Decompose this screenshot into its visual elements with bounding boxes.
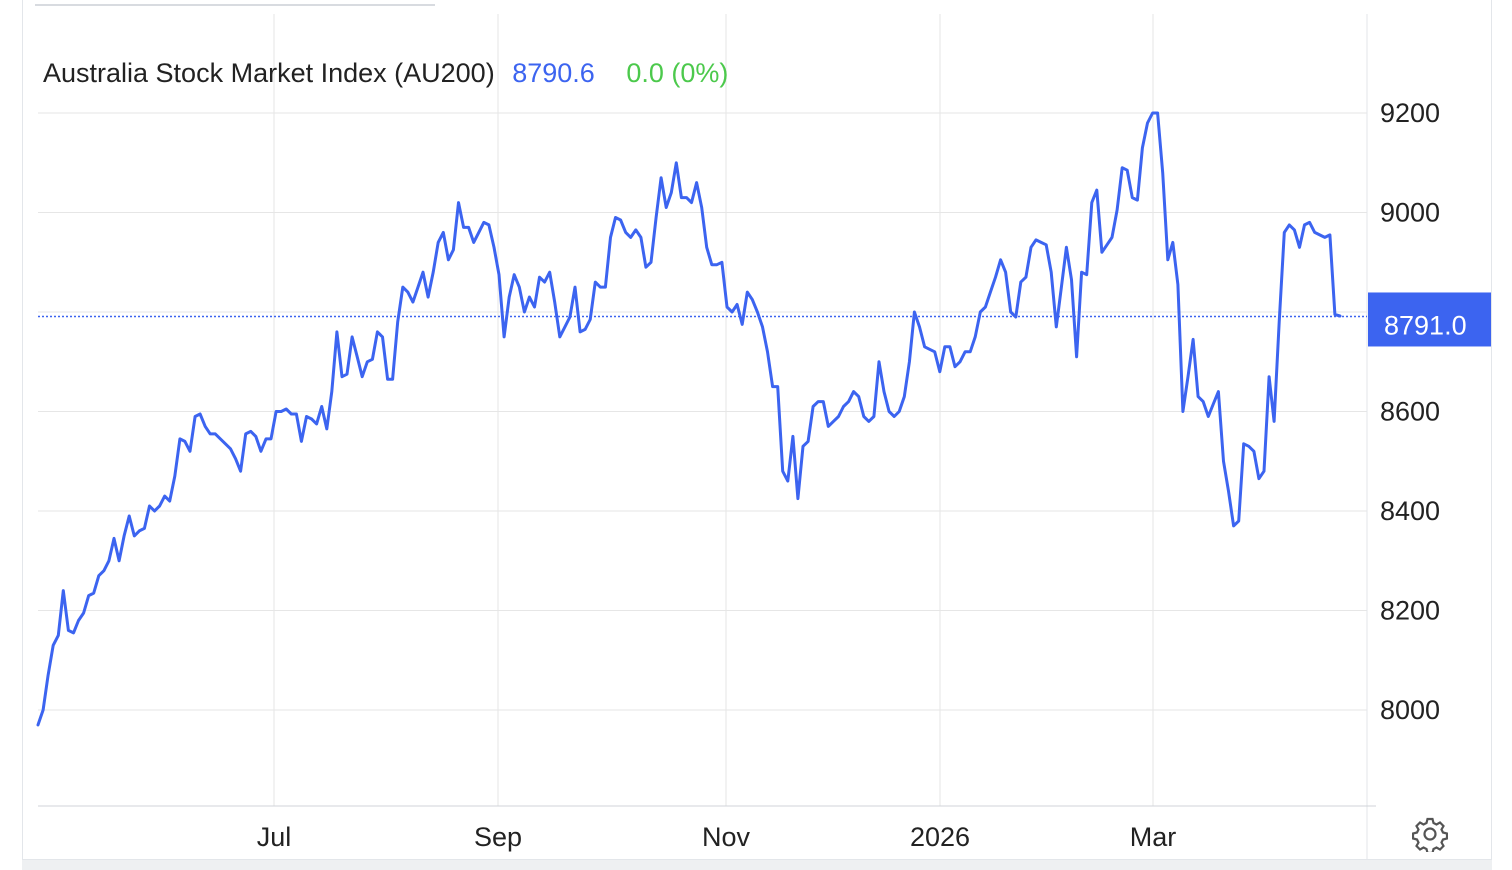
x-tick-label: Sep	[474, 822, 522, 852]
chart-frame	[22, 0, 1492, 860]
series-layer	[36, 111, 1367, 727]
change-value: 0.0 (0%)	[626, 58, 729, 88]
current-price-label: 8791.0	[1384, 310, 1467, 340]
x-tick-label: Jul	[257, 822, 292, 852]
current-price-box	[1368, 292, 1491, 347]
grid-layer	[38, 14, 1367, 806]
bottom-strip	[22, 860, 1492, 870]
chart-header: Australia Stock Market Index (AU200) 879…	[43, 58, 738, 89]
y-tick-label: 8000	[1380, 695, 1440, 725]
x-tick-label: Nov	[702, 822, 751, 852]
y-tick-label: 8600	[1380, 397, 1440, 427]
y-tick-label: 9200	[1380, 98, 1440, 128]
x-tick-label: 2026	[910, 822, 970, 852]
label-layer: 8000 8200 8400 8600 9000 9200 Jul Sep Nov 2026 Mar…	[257, 98, 1491, 852]
y-tick-label: 9000	[1380, 198, 1440, 228]
axis-layer	[38, 14, 1376, 860]
top-scrollbar[interactable]	[35, 4, 435, 6]
series-line	[36, 111, 1342, 727]
x-tick-label: Mar	[1130, 822, 1177, 852]
y-tick-label: 8200	[1380, 596, 1440, 626]
last-value: 8790.6	[512, 58, 595, 88]
y-tick-label: 8400	[1380, 496, 1440, 526]
chart-title: Australia Stock Market Index (AU200)	[43, 58, 495, 88]
gear-icon[interactable]	[1412, 816, 1448, 852]
